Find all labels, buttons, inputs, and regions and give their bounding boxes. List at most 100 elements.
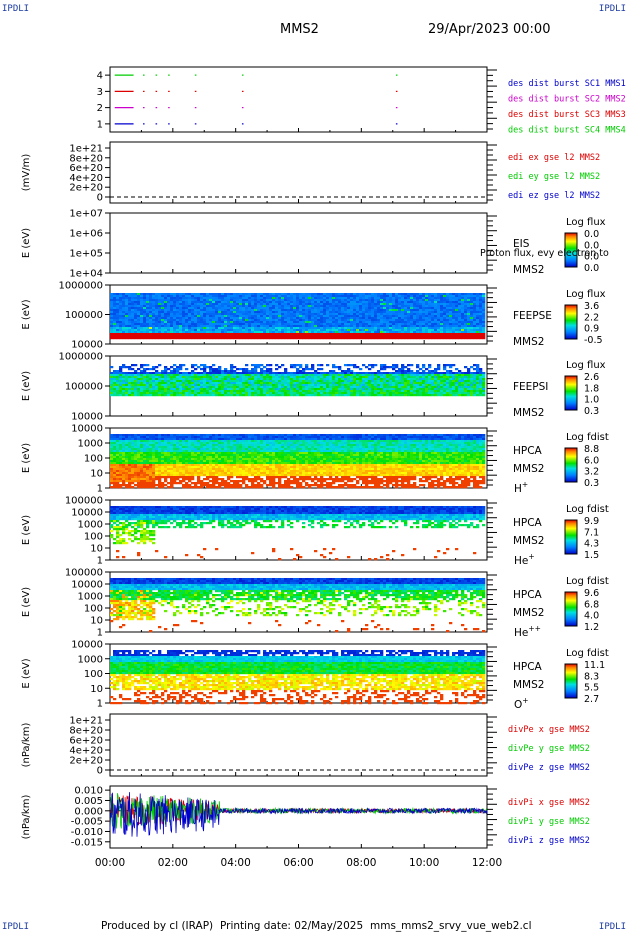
spectro-cell <box>335 372 339 375</box>
spectro-cell <box>185 321 189 324</box>
spectro-cell <box>440 394 444 397</box>
spectro-cell <box>275 311 279 314</box>
spectro-cell <box>362 321 366 324</box>
spectro-cell <box>179 293 183 296</box>
spectro-cell <box>266 386 270 389</box>
spectro-cell <box>158 380 162 383</box>
spectro-cell <box>320 386 324 389</box>
spectro-cell <box>326 329 330 332</box>
spectro-cell <box>467 305 471 308</box>
spectro-cell <box>365 388 369 391</box>
spectro-cell <box>392 293 396 296</box>
spectro-cell <box>434 319 438 322</box>
spectro-cell <box>119 331 123 334</box>
spectro-cell <box>392 319 396 322</box>
spectro-cell <box>443 305 447 308</box>
spectro-cell <box>320 329 324 332</box>
spectro-cell <box>206 376 210 379</box>
spectro-cell <box>224 372 228 375</box>
spectro-cell <box>203 305 207 308</box>
spectro-cell <box>137 335 141 338</box>
spectro-cell <box>332 394 336 397</box>
spectro-cell <box>212 327 216 330</box>
spectro-cell <box>476 376 480 379</box>
spectro-cell <box>392 317 396 320</box>
spectro-cell <box>362 380 366 383</box>
spectro-cell <box>113 315 117 318</box>
spectro-cell <box>110 438 114 441</box>
spectro-cell <box>422 372 426 375</box>
spectro-cell <box>398 331 402 334</box>
spectro-cell <box>230 376 234 379</box>
spectro-cell <box>125 392 129 395</box>
spectro-cell <box>425 301 429 304</box>
spectro-cell <box>347 305 351 308</box>
spectro-cell <box>245 337 249 340</box>
spectro-cell <box>236 327 240 330</box>
spectro-cell <box>395 388 399 391</box>
spectro-cell <box>422 317 426 320</box>
spectro-cell <box>197 325 201 328</box>
spectro-cell <box>266 317 270 320</box>
spectro-cell <box>473 337 477 340</box>
spectro-cell <box>395 315 399 318</box>
spectro-cell <box>458 374 462 377</box>
spectro-cell <box>425 386 429 389</box>
spectro-cell <box>305 295 309 298</box>
spectro-cell <box>482 317 486 320</box>
spectro-cell <box>152 376 156 379</box>
spectro-cell <box>257 329 261 332</box>
spectro-cell <box>320 317 324 320</box>
spectro-cell <box>248 321 252 324</box>
spectro-cell <box>326 374 330 377</box>
spectro-cell <box>185 309 189 312</box>
spectro-cell <box>311 295 315 298</box>
spectro-cell <box>383 378 387 381</box>
spectro-cell <box>167 331 171 334</box>
spectro-cell <box>200 394 204 397</box>
spectro-cell <box>368 388 372 391</box>
spectro-cell <box>311 378 315 381</box>
spectro-cell <box>161 392 165 395</box>
spectro-cell <box>437 331 441 334</box>
spectro-cell <box>221 390 225 393</box>
spectro-cell <box>371 366 375 369</box>
spectro-cell <box>452 315 456 318</box>
spectro-cell <box>290 331 294 334</box>
spectro-cell <box>224 303 228 306</box>
spectro-cell <box>203 295 207 298</box>
spectro-cell <box>242 337 246 340</box>
spectro-cell <box>422 323 426 326</box>
spectro-cell <box>281 372 285 375</box>
spectro-cell <box>122 390 126 393</box>
spectro-cell <box>227 331 231 334</box>
spectro-cell <box>206 331 210 334</box>
spectro-cell <box>404 394 408 397</box>
spectro-cell <box>344 374 348 377</box>
spectro-cell <box>224 317 228 320</box>
spectro-cell <box>110 382 114 385</box>
spectro-cell <box>134 315 138 318</box>
spectro-cell <box>407 333 411 336</box>
spectro-cell <box>452 392 456 395</box>
spectro-cell <box>149 382 153 385</box>
spectro-cell <box>332 315 336 318</box>
spectro-cell <box>203 307 207 310</box>
spectro-cell <box>323 372 327 375</box>
spectro-cell <box>200 392 204 395</box>
spectro-cell <box>347 315 351 318</box>
spectro-cell <box>362 331 366 334</box>
spectro-cell <box>335 376 339 379</box>
spectro-cell <box>437 386 441 389</box>
spectro-cell <box>200 295 204 298</box>
spectro-cell <box>476 317 480 320</box>
spectro-cell <box>119 380 123 383</box>
spectro-cell <box>158 333 162 336</box>
spectro-cell <box>257 388 261 391</box>
spectro-cell <box>260 388 264 391</box>
spectro-cell <box>428 309 432 312</box>
spectro-cell <box>455 386 459 389</box>
spectro-cell <box>320 333 324 336</box>
spectro-cell <box>323 297 327 300</box>
spectro-cell <box>278 301 282 304</box>
